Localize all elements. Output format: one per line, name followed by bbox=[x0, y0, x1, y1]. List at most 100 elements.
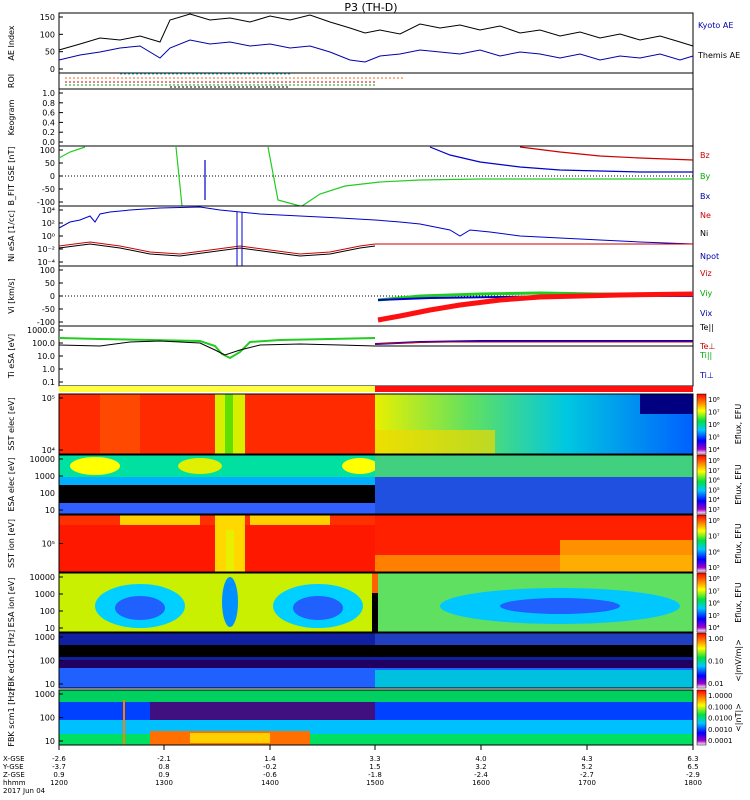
panel-ylabel: SST elec [eV] bbox=[7, 397, 16, 450]
panel-ti: Te|| Te⊥ Ti|| Ti⊥ bbox=[58, 323, 715, 387]
legend-ni: Ni bbox=[700, 229, 708, 238]
colorbar-tick: 10⁴ bbox=[708, 624, 720, 632]
legend-npot: Npot bbox=[700, 252, 719, 261]
panel-ylabel: FBK scm1 [Hz] bbox=[7, 688, 16, 746]
panel-ylabel: Vi [km/s] bbox=[7, 278, 16, 314]
legend-by: By bbox=[700, 172, 710, 181]
colorbar-tick: 0.1000 bbox=[708, 703, 733, 711]
footer-value: 1700 bbox=[578, 779, 596, 787]
footer-value: 1300 bbox=[155, 779, 173, 787]
y-tick-label: 0.2 bbox=[42, 128, 55, 137]
panel-ylabel: SST ion [eV] bbox=[7, 519, 16, 568]
panel-esa-ion bbox=[58, 572, 694, 633]
colorbar-tick: 10⁵ bbox=[708, 612, 720, 620]
y-tick-label: 1.0 bbox=[42, 365, 55, 374]
footer-value: 0.8 bbox=[158, 763, 169, 771]
plot-title: P3 (TH-D) bbox=[344, 1, 397, 14]
footer-ephemeris: -2.6 -2.1 1.4 3.3 4.0 4.3 6.3 -3.7 0.8 -0.2 1.5 3.2… bbox=[2, 745, 702, 795]
y-tick-label: 100 bbox=[40, 266, 55, 275]
colorbar-tick: 1.00 bbox=[708, 635, 724, 643]
panel-esa-elec bbox=[58, 454, 694, 515]
y-tick-label: 1000 bbox=[35, 690, 55, 699]
footer-value: 6.3 bbox=[687, 755, 698, 763]
footer-value: 4.0 bbox=[475, 755, 486, 763]
footer-value: 1800 bbox=[684, 779, 702, 787]
panel-ylabel: Ni eSA [1/cc] bbox=[7, 210, 16, 262]
footer-value: 1500 bbox=[366, 779, 384, 787]
footer-value: -2.9 bbox=[686, 771, 700, 779]
colorbar-tick: 0.0010 bbox=[708, 726, 733, 734]
panel-y-labels: AE Index ROI Keogram B_FIT GSE [nT] Ni eSA [… bbox=[7, 25, 16, 746]
y-tick-label: -50 bbox=[42, 305, 55, 314]
colorbar-tick: 10⁶ bbox=[708, 548, 720, 556]
panel-y-ticks: 1501005001.00.80.60.40.20.0100500-50-100… bbox=[27, 13, 63, 746]
colorbar-tick: 1.0000 bbox=[708, 692, 733, 700]
colorbar-label: <|nT|> bbox=[734, 703, 743, 732]
legend-te-perp: Te⊥ bbox=[699, 342, 715, 351]
y-tick-label: 100.0 bbox=[32, 339, 55, 348]
footer-value: -2.4 bbox=[474, 771, 488, 779]
colorbar-tick: 10³ bbox=[708, 506, 720, 514]
y-tick-label: 0 bbox=[50, 172, 55, 181]
series-kyoto-ae bbox=[58, 39, 694, 63]
panel-fbk-edc12 bbox=[58, 632, 694, 689]
colorbar-tick: 10⁵ bbox=[708, 486, 720, 494]
colorbar-label: Eflux, EFU bbox=[734, 464, 743, 505]
y-tick-label: 150 bbox=[40, 13, 55, 22]
footer-row-label: Y-GSE bbox=[2, 763, 24, 771]
legend-viz: Viz bbox=[700, 269, 712, 278]
colorbar-tick: 10⁸ bbox=[708, 575, 720, 583]
y-tick-label: -50 bbox=[42, 185, 55, 194]
y-tick-label: 50 bbox=[45, 279, 55, 288]
footer-value: 1200 bbox=[50, 779, 68, 787]
legend-themis-ae: Themis AE bbox=[697, 51, 740, 60]
panel-keogram bbox=[58, 88, 694, 147]
panel-ylabel: Keogram bbox=[7, 99, 16, 135]
footer-value: -2.6 bbox=[52, 755, 66, 763]
panel-ylabel: B_FIT GSE [nT] bbox=[7, 147, 16, 206]
y-tick-label: 0.8 bbox=[42, 99, 55, 108]
y-tick-label: 10⁰ bbox=[42, 232, 55, 241]
y-tick-label: 1000 bbox=[35, 472, 55, 481]
footer-value: -0.6 bbox=[263, 771, 277, 779]
y-tick-label: 100 bbox=[40, 30, 55, 39]
colorbar-tick: 10⁸ bbox=[708, 517, 720, 525]
legend-ti-par: Ti|| bbox=[699, 351, 712, 360]
footer-row-label: 2017 Jun 04 bbox=[3, 787, 46, 795]
colorbar-tick: 0.01 bbox=[708, 680, 724, 688]
y-tick-label: 0.6 bbox=[42, 109, 55, 118]
legend-bz: Bz bbox=[700, 151, 710, 160]
legend-viy: Viy bbox=[700, 289, 713, 298]
footer-value: 5.2 bbox=[581, 763, 592, 771]
footer-value: 0.9 bbox=[53, 771, 64, 779]
footer-value: -3.7 bbox=[52, 763, 66, 771]
y-tick-label: 1000 bbox=[35, 590, 55, 599]
colorbar-tick: 0.0001 bbox=[708, 737, 733, 745]
y-tick-label: 0.0 bbox=[42, 138, 55, 147]
y-tick-label: 100 bbox=[40, 607, 55, 616]
y-tick-label: 10⁴ bbox=[42, 206, 55, 215]
footer-value: -0.2 bbox=[263, 763, 277, 771]
panel-sst-elec bbox=[58, 393, 694, 455]
colorbar-tick: 10⁷ bbox=[708, 587, 720, 595]
panel-sst-ion bbox=[58, 514, 694, 573]
y-tick-label: 10000 bbox=[30, 455, 55, 464]
panel-ylabel: ESA ion [eV] bbox=[7, 578, 16, 628]
panel-vi: Viz Viy Vix bbox=[58, 265, 713, 327]
y-tick-label: 0 bbox=[50, 65, 55, 74]
panel-ylabel: FBK edc12 [Hz] bbox=[7, 630, 16, 691]
y-tick-label: 0.1 bbox=[42, 378, 55, 387]
legend-kyoto-ae: Kyoto AE bbox=[698, 21, 733, 30]
footer-value: 1.4 bbox=[264, 755, 276, 763]
panel-ylabel: ROI bbox=[7, 74, 16, 88]
y-tick-label: 0.4 bbox=[42, 118, 55, 127]
colorbar-tick: 10⁸ bbox=[708, 457, 720, 465]
panel-ylabel: AE Index bbox=[7, 25, 16, 60]
mode-bar bbox=[59, 386, 693, 392]
legend-ne: Ne bbox=[700, 211, 711, 220]
y-tick-label: 1.0 bbox=[42, 89, 55, 98]
y-tick-label: -100 bbox=[37, 318, 55, 327]
footer-value: 0.9 bbox=[158, 771, 169, 779]
y-tick-label: 1000.0 bbox=[27, 326, 55, 335]
